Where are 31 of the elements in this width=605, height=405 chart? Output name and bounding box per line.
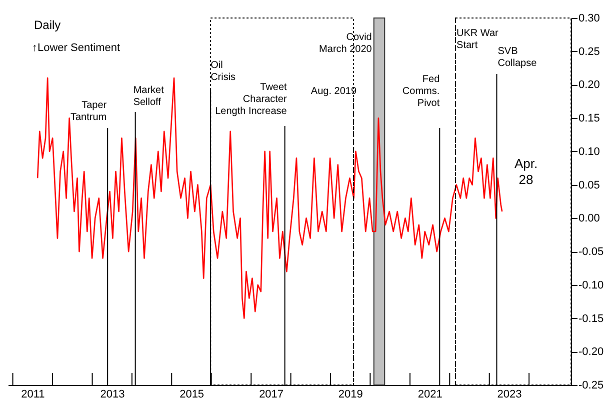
- y-tick-label: -0.05: [578, 246, 604, 258]
- y-tick-label: 0.20: [578, 79, 600, 92]
- ref-line-label: Aug. 2019: [310, 86, 357, 97]
- ref-line-label: Taper Tantrum: [70, 100, 108, 123]
- y-tick-label: 0.00: [578, 212, 600, 225]
- x-tick-label: 2021: [418, 388, 442, 400]
- y-tick-label: -0.20: [578, 346, 604, 358]
- x-tick-label: 2023: [497, 388, 522, 400]
- y-tick-label: 0.10: [578, 146, 600, 158]
- x-tick-label: 2013: [100, 388, 125, 400]
- ref-line-label: Market Selloff: [133, 85, 164, 108]
- y-tick-label: -0.10: [578, 279, 604, 292]
- ref-line-label: Oil Crisis: [210, 60, 236, 83]
- y-tick-label: -0.25: [578, 380, 604, 392]
- y-tick-label: 0.30: [578, 12, 600, 24]
- annotation: ↑Lower Sentiment: [32, 42, 120, 54]
- x-tick-label: 2019: [338, 388, 363, 400]
- ref-line-label: Tweet Character Length Increase: [215, 82, 288, 117]
- ref-line-label: Fed Comms. Pivot: [402, 74, 440, 109]
- x-tick-label: 2015: [180, 388, 204, 400]
- ref-line-label: UKR War Start: [456, 28, 500, 51]
- x-tick-label: 2017: [259, 388, 284, 400]
- chart-title: Daily: [34, 18, 61, 32]
- ref-line-label: SVB Collapse: [498, 46, 538, 69]
- x-tick-label: 2011: [21, 388, 45, 400]
- annotation: Apr. 28: [514, 156, 538, 187]
- y-tick-label: 0.25: [578, 46, 600, 58]
- y-tick-label: -0.15: [578, 312, 604, 325]
- y-tick-label: 0.15: [578, 112, 600, 125]
- y-tick-label: 0.05: [578, 179, 600, 192]
- band-label: Covid March 2020: [319, 32, 372, 55]
